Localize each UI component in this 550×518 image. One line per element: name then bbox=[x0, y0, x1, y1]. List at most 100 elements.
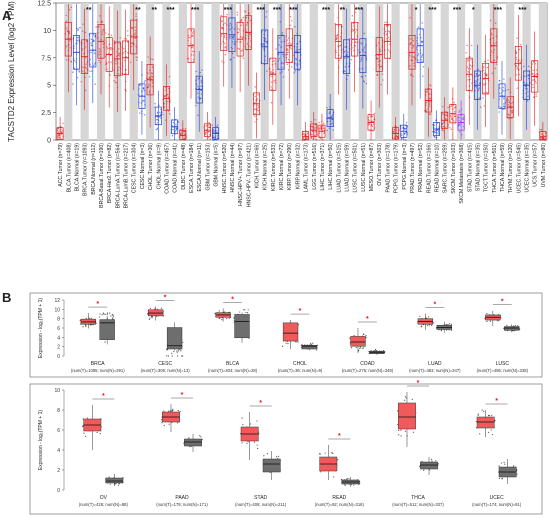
data-point bbox=[422, 75, 424, 77]
x-tick-label-a: PRAD.Normal (n=52) bbox=[418, 143, 424, 192]
data-point bbox=[94, 34, 96, 36]
jitter-point bbox=[282, 345, 284, 347]
data-point bbox=[68, 8, 71, 11]
data-point bbox=[409, 16, 411, 19]
data-point bbox=[109, 54, 112, 57]
data-point bbox=[224, 46, 227, 48]
jitter-point bbox=[242, 423, 244, 426]
significance-star: * bbox=[433, 302, 436, 309]
jitter-point bbox=[263, 455, 265, 457]
data-point bbox=[70, 60, 72, 63]
x-tick-label-a: ACC.Tumor (n=79) bbox=[58, 143, 64, 187]
panel-b-top-plot: 0 2 4 6 8 10 12 Expression - log₂(TPM + 1) * BRCA… bbox=[29, 292, 543, 378]
data-point bbox=[123, 59, 126, 62]
data-point bbox=[363, 80, 366, 83]
jitter-point bbox=[148, 318, 150, 321]
data-point bbox=[535, 95, 538, 97]
jitter-point bbox=[177, 422, 179, 424]
x-tick-label-a: READ.Tumor (n=166) bbox=[426, 143, 432, 193]
data-point bbox=[392, 131, 395, 133]
data-point bbox=[387, 36, 390, 39]
jitter-point bbox=[412, 431, 414, 433]
x-tick-label-a: KICH.Normal (n=25) bbox=[263, 143, 269, 190]
x-tick-label-a: COAD.Normal (n=41) bbox=[173, 143, 179, 193]
data-point bbox=[127, 30, 129, 32]
data-point bbox=[286, 49, 288, 51]
x-tick-label-a: BRCA-Basal.Tumor (n=190) bbox=[99, 143, 105, 208]
data-point bbox=[189, 36, 191, 39]
significance-star: * bbox=[164, 295, 167, 302]
data-point bbox=[88, 75, 91, 78]
data-point bbox=[151, 72, 153, 75]
column-band bbox=[211, 3, 220, 140]
data-point bbox=[363, 32, 365, 35]
x-tick-label-a: CESC.Normal (n=3) bbox=[140, 143, 146, 190]
x-tick-label: UCEC bbox=[490, 495, 505, 501]
jitter-point bbox=[346, 478, 348, 480]
jitter-point bbox=[179, 349, 181, 351]
normal-box bbox=[99, 319, 115, 340]
jitter-point bbox=[344, 484, 346, 487]
x-tick-label-a: UCEC.Normal (n=35) bbox=[525, 143, 531, 193]
data-point bbox=[290, 44, 292, 46]
data-point bbox=[535, 74, 537, 76]
data-point bbox=[404, 128, 407, 130]
data-point bbox=[344, 57, 346, 59]
data-point bbox=[484, 60, 486, 63]
x-tick-label: LUSC bbox=[496, 361, 510, 367]
data-point bbox=[335, 37, 338, 39]
y-tick-label: 4 bbox=[57, 448, 60, 454]
significance-mark: *** bbox=[224, 7, 232, 14]
data-point bbox=[209, 138, 212, 140]
y-tick-label-a: 12.5 bbox=[37, 1, 51, 8]
significance-mark: *** bbox=[322, 7, 330, 14]
jitter-point bbox=[83, 432, 85, 434]
data-point bbox=[295, 50, 298, 52]
data-point bbox=[380, 65, 382, 68]
data-point bbox=[384, 21, 386, 24]
data-point bbox=[123, 47, 125, 50]
data-point bbox=[503, 78, 505, 80]
data-point bbox=[462, 125, 464, 128]
jitter-point bbox=[161, 419, 163, 421]
data-point bbox=[295, 57, 297, 60]
data-point bbox=[412, 75, 414, 77]
data-point bbox=[310, 125, 313, 128]
column-band bbox=[326, 3, 335, 140]
data-point bbox=[486, 73, 488, 75]
data-point bbox=[360, 60, 362, 62]
jitter-point bbox=[486, 313, 488, 315]
tumor-box bbox=[398, 402, 416, 430]
data-point bbox=[355, 29, 358, 31]
jitter-point bbox=[353, 335, 355, 337]
jitter-point bbox=[104, 313, 106, 315]
y-tick-label-a: 2.5 bbox=[41, 110, 51, 117]
data-point bbox=[344, 70, 346, 72]
data-point bbox=[426, 91, 429, 93]
data-point bbox=[224, 53, 227, 56]
data-point bbox=[477, 68, 480, 71]
data-point bbox=[85, 63, 87, 65]
data-point bbox=[70, 6, 73, 9]
data-point bbox=[379, 59, 381, 62]
x-tick-label-a: BLCA.Normal (n=19) bbox=[74, 143, 80, 192]
data-point bbox=[208, 124, 210, 126]
data-point bbox=[124, 37, 126, 40]
x-tick-label: CESC bbox=[158, 361, 172, 367]
data-point bbox=[77, 29, 79, 32]
data-point bbox=[93, 52, 96, 54]
data-point bbox=[254, 86, 256, 88]
significance-star: * bbox=[417, 380, 420, 387]
data-point bbox=[535, 82, 537, 84]
data-point bbox=[349, 38, 351, 40]
box bbox=[179, 129, 187, 140]
data-point bbox=[495, 63, 498, 65]
data-point bbox=[270, 86, 273, 88]
jitter-point bbox=[199, 435, 201, 437]
x-tick-label-a: LIHC.Tumor (n=371) bbox=[320, 143, 326, 191]
jitter-point bbox=[420, 325, 423, 327]
data-point bbox=[295, 48, 298, 50]
data-point bbox=[494, 22, 497, 24]
data-point bbox=[164, 119, 167, 121]
x-tick-label-a: THCA.Tumor (n=501) bbox=[492, 143, 498, 193]
